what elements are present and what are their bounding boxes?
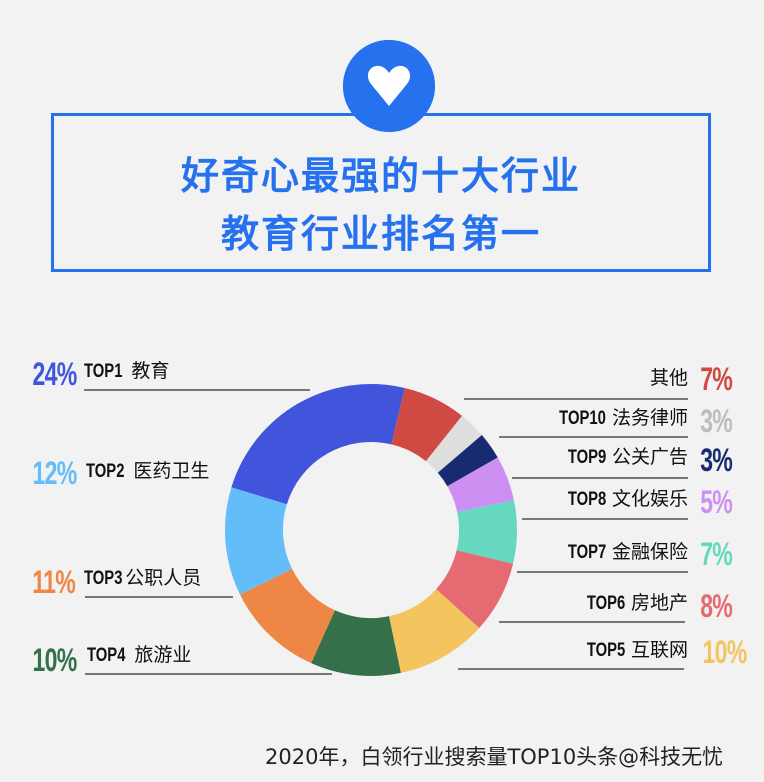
legend-label: TOP1 教育 xyxy=(84,360,170,382)
legend-rule xyxy=(512,477,688,479)
legend-label: TOP5 互联网 xyxy=(586,639,688,661)
legend-pct: 7% xyxy=(700,536,733,572)
legend-pct: 10% xyxy=(702,634,748,670)
legend-label: TOP9 公关广告 xyxy=(567,446,688,468)
heart-icon xyxy=(367,65,411,106)
legend-pct: 5% xyxy=(700,484,733,520)
donut-slice xyxy=(425,415,482,473)
donut-slice xyxy=(240,568,335,664)
legend-label: TOP4 旅游业 xyxy=(87,644,192,666)
legend-pct: 10% xyxy=(32,642,78,678)
legend-label: TOP7 金融保险 xyxy=(567,541,688,563)
donut-slice xyxy=(225,487,293,595)
legend-label: 其他 xyxy=(649,367,688,389)
legend-pct: 24% xyxy=(32,356,78,392)
legend-label: TOP6 房地产 xyxy=(586,592,688,614)
legend-rule xyxy=(84,389,310,391)
legend-pct: 11% xyxy=(32,564,75,600)
donut-slice xyxy=(437,434,498,487)
heart-badge-front xyxy=(343,40,435,132)
legend-rule xyxy=(522,518,688,520)
title-line-1: 好奇心最强的十大行业 xyxy=(180,154,581,198)
legend-label: TOP2 医药卫生 xyxy=(86,460,210,482)
donut-slice xyxy=(388,589,480,673)
legend-rule xyxy=(499,621,685,623)
legend-rule xyxy=(85,596,233,598)
donut-slice xyxy=(311,610,401,676)
caption: 2020年，白领行业搜索量TOP10头条@科技无忧 xyxy=(265,745,724,769)
legend-pct: 12% xyxy=(32,455,78,491)
donut-slice xyxy=(456,500,517,564)
legend-rule xyxy=(517,571,688,573)
legend-rule xyxy=(85,673,332,675)
legend-label: TOP10 法务律师 xyxy=(559,407,688,429)
legend-pct: 3% xyxy=(700,403,733,439)
legend-label: TOP3 公职人员 xyxy=(84,567,202,589)
legend-rule xyxy=(458,668,684,670)
donut-slice xyxy=(447,457,514,513)
legend-rule xyxy=(499,436,688,438)
legend-rule xyxy=(464,398,688,400)
donut-slice xyxy=(436,550,514,629)
legend-pct: 3% xyxy=(700,442,733,478)
legend-label: TOP8 文化娱乐 xyxy=(567,488,688,510)
donut-slice xyxy=(391,387,463,462)
legend-pct: 7% xyxy=(700,361,733,397)
donut-slice xyxy=(231,384,405,505)
legend-pct: 8% xyxy=(700,588,733,624)
title-line-2: 教育行业排名第一 xyxy=(220,212,541,256)
